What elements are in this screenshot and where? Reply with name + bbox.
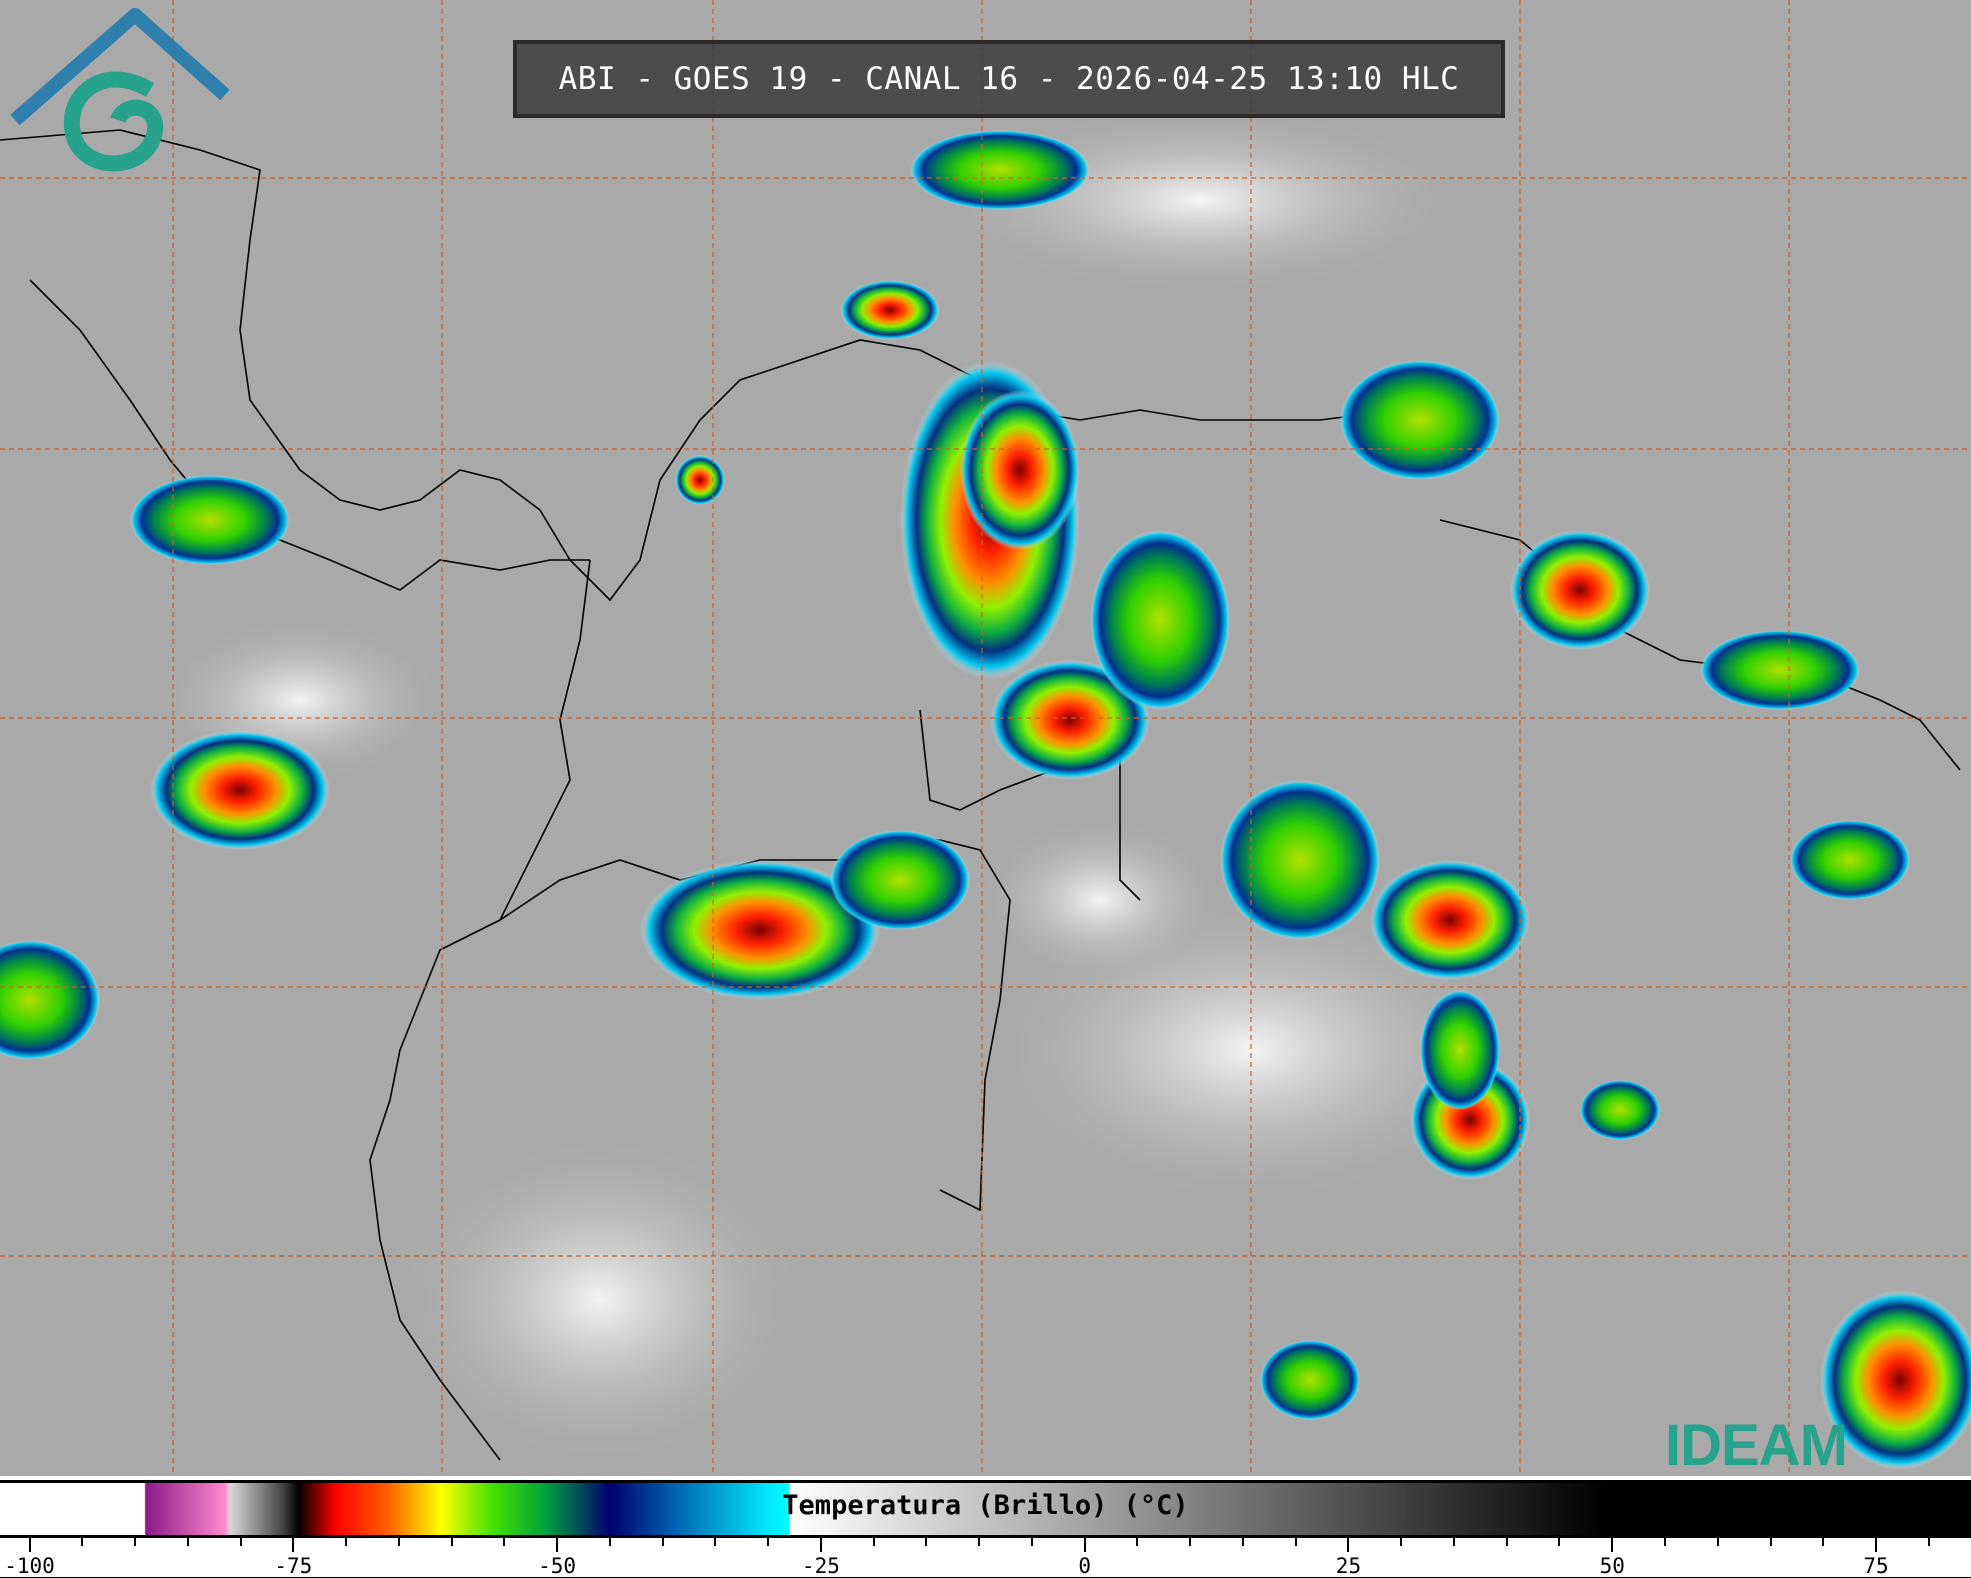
- minor-tick: [1241, 1538, 1244, 1546]
- major-tick: [28, 1538, 31, 1552]
- major-tick: [1083, 1538, 1086, 1552]
- minor-tick: [925, 1538, 928, 1546]
- minor-tick: [1558, 1538, 1561, 1546]
- major-tick: [819, 1538, 822, 1552]
- minor-tick: [1716, 1538, 1719, 1546]
- graticule: [0, 0, 1971, 1476]
- convective-clouds: [0, 130, 1971, 1470]
- minor-tick: [608, 1538, 611, 1546]
- minor-tick: [1189, 1538, 1192, 1546]
- minor-tick: [239, 1538, 242, 1546]
- minor-tick: [978, 1538, 981, 1546]
- minor-tick: [1664, 1538, 1666, 1546]
- major-tick: [1611, 1538, 1614, 1552]
- tick-label: 75: [1863, 1554, 1889, 1578]
- colorbar-label: Temperatura (Brillo) (°C): [782, 1490, 1189, 1521]
- minor-tick: [186, 1538, 189, 1546]
- minor-tick: [767, 1538, 770, 1546]
- minor-tick: [1927, 1538, 1930, 1546]
- title-text: ABI - GOES 19 - CANAL 16 - 2026-04-25 13…: [558, 61, 1460, 97]
- minor-tick: [1769, 1538, 1772, 1546]
- major-tick: [1875, 1538, 1878, 1552]
- cirrus-clouds: [160, 110, 1510, 1460]
- ideam-logo-icon: [10, 8, 230, 172]
- minor-tick: [81, 1538, 84, 1546]
- minor-tick: [872, 1538, 875, 1546]
- minor-tick: [345, 1538, 348, 1546]
- tick-label: -50: [538, 1554, 577, 1578]
- minor-tick: [714, 1538, 717, 1546]
- minor-tick: [1400, 1538, 1403, 1546]
- tick-label: -75: [274, 1554, 313, 1578]
- minor-tick: [1030, 1538, 1033, 1546]
- major-tick: [1347, 1538, 1350, 1552]
- tick-label: -25: [801, 1554, 840, 1578]
- minor-tick: [1505, 1538, 1508, 1546]
- map-layer: [0, 0, 1971, 1476]
- major-tick: [556, 1538, 559, 1552]
- title-banner: ABI - GOES 19 - CANAL 16 - 2026-04-25 13…: [513, 40, 1505, 118]
- tick-label: -100: [4, 1554, 55, 1578]
- satellite-map: ABI - GOES 19 - CANAL 16 - 2026-04-25 13…: [0, 0, 1971, 1476]
- minor-tick: [1294, 1538, 1297, 1546]
- minor-tick: [450, 1538, 453, 1546]
- tick-label: 0: [1078, 1554, 1091, 1578]
- major-tick: [292, 1538, 295, 1552]
- minor-tick: [1136, 1538, 1139, 1546]
- minor-tick: [134, 1538, 137, 1546]
- ideam-logo-text: IDEAM: [1665, 1413, 1848, 1476]
- tick-label: 25: [1335, 1554, 1362, 1578]
- minor-tick: [661, 1538, 664, 1546]
- minor-tick: [503, 1538, 506, 1546]
- tick-label: 50: [1599, 1554, 1625, 1578]
- minor-tick: [1822, 1538, 1825, 1546]
- minor-tick: [1452, 1538, 1455, 1546]
- colorbar-axis: -100 -75 -50 -25 0 25 50 75: [0, 1538, 1971, 1578]
- colorbar: [0, 1476, 1971, 1577]
- colorbar-gradient: [0, 1480, 1971, 1538]
- minor-tick: [397, 1538, 400, 1546]
